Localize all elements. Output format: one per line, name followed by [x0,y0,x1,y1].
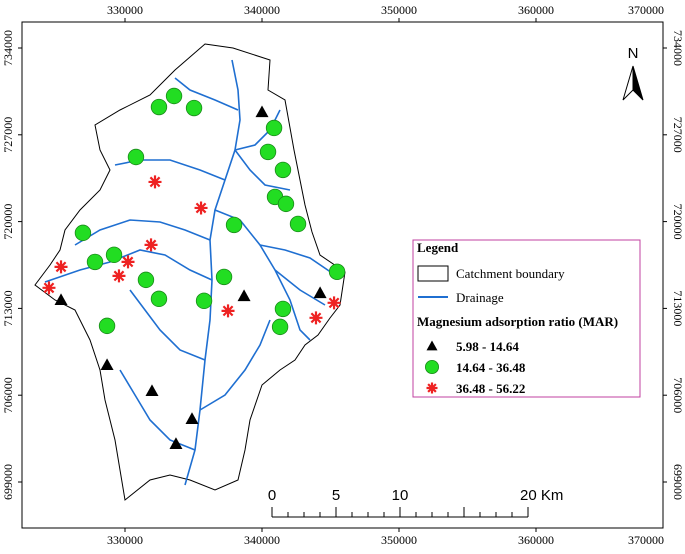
circle-marker [277,195,295,213]
circle-marker [165,87,183,105]
x-tick-label-top: 350000 [381,3,417,17]
circle-marker [185,99,203,117]
circle-marker [98,317,116,335]
x-tick-label-bottom: 350000 [381,533,417,547]
x-tick-label-top: 330000 [107,3,143,17]
circle-marker [289,215,307,233]
legend-boundary-swatch [417,265,449,282]
north-label: N [628,45,639,62]
y-tick-label-right: 720000 [671,204,685,240]
circle-marker [271,318,289,336]
x-tick-label-top: 340000 [244,3,280,17]
triangle-marker [54,293,68,306]
star-marker [144,238,158,252]
triangle-marker [100,358,114,371]
legend-box [412,239,641,398]
star-marker [309,311,323,325]
y-tick-label-left: 706000 [1,377,15,413]
triangle-marker [255,105,269,118]
y-tick-label-left: 727000 [1,117,15,153]
star-marker [112,269,126,283]
triangle-marker [185,412,199,424]
star-marker [121,255,135,269]
star-marker [194,201,208,215]
y-tick-label-left: 734000 [1,30,15,66]
legend-class-label: 5.98 - 14.64 [456,339,519,354]
circle-marker [150,98,168,116]
sample-points [42,87,346,450]
circle-marker [424,359,439,374]
legend-class-label: 36.48 - 56.22 [456,381,525,396]
circle-marker [195,292,213,310]
circle-marker [105,246,123,264]
scale-label: 10 [392,487,409,504]
circle-marker [259,143,277,161]
circle-marker [265,119,283,137]
circle-marker [86,253,104,271]
legend-class-label: 14.64 - 36.48 [456,360,526,375]
scale-label: 20 Km [520,487,563,504]
north-right [632,65,644,101]
north-arrow: N [622,45,644,101]
x-tick-label-bottom: 360000 [518,533,554,547]
y-tick-label-left: 720000 [1,204,15,240]
y-tick-label-right: 734000 [671,30,685,66]
y-tick-label-left: 713000 [1,290,15,326]
circle-marker [274,161,292,179]
circle-marker [328,263,346,281]
y-tick-label-right: 727000 [671,117,685,153]
triangle-marker [426,340,438,351]
star-marker [54,260,68,274]
triangle-marker [237,289,251,302]
x-tick-label-top: 360000 [518,3,554,17]
legend-title: Legend [417,240,459,255]
star-marker [327,296,341,310]
circle-marker [150,290,168,308]
circle-marker [127,148,145,166]
legend-classes-title: Magnesium adsorption ratio (MAR) [417,314,618,329]
y-tick-label-right: 706000 [671,377,685,413]
triangle-marker [145,384,159,397]
scale-bar: 0 5 10 20 Km [268,487,563,518]
circle-marker [225,216,243,234]
y-tick-label-left: 699000 [1,464,15,500]
x-tick-label-top: 370000 [628,3,664,17]
legend: Legend Catchment boundary Drainage Magne… [412,239,641,398]
x-tick-label-bottom: 340000 [244,533,280,547]
star-marker [148,175,162,189]
legend-drainage: Drainage [456,290,504,305]
scale-label: 5 [332,487,340,504]
circle-marker [74,224,92,242]
circle-marker [215,268,233,286]
triangle-marker [313,286,327,299]
y-tick-label-right: 699000 [671,464,685,500]
star-marker [221,304,235,318]
circle-marker [137,271,155,289]
triangle-marker [169,437,183,450]
x-tick-label-bottom: 370000 [628,533,664,547]
circle-marker [274,300,292,318]
x-tick-label-bottom: 330000 [107,533,143,547]
y-tick-label-right: 713000 [671,290,685,326]
star-marker [42,281,56,295]
legend-boundary: Catchment boundary [456,266,565,281]
scale-label: 0 [268,487,276,504]
star-marker [426,382,438,394]
